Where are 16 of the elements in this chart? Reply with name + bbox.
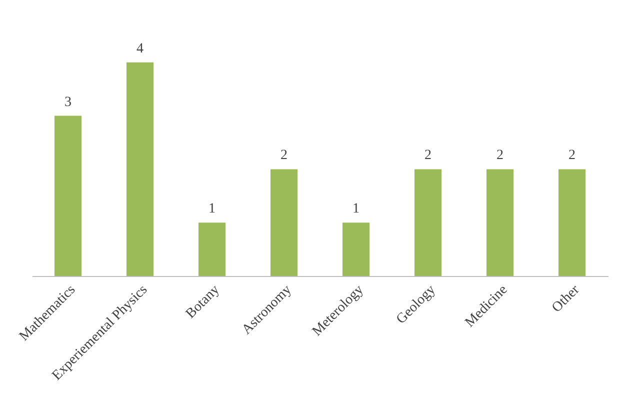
bar — [414, 169, 442, 276]
data-label: 3 — [64, 94, 72, 110]
data-label: 2 — [280, 148, 288, 164]
data-label: 2 — [424, 148, 432, 164]
bar — [198, 222, 226, 276]
bar — [486, 169, 514, 276]
bar — [54, 116, 82, 276]
bar — [126, 62, 154, 276]
bar — [558, 169, 586, 276]
bar — [342, 222, 370, 276]
data-label: 2 — [496, 148, 504, 164]
data-label: 1 — [352, 202, 360, 217]
data-label: 1 — [208, 202, 216, 217]
data-label: 2 — [568, 148, 576, 164]
bar — [270, 169, 298, 276]
data-label: 4 — [136, 41, 144, 56]
